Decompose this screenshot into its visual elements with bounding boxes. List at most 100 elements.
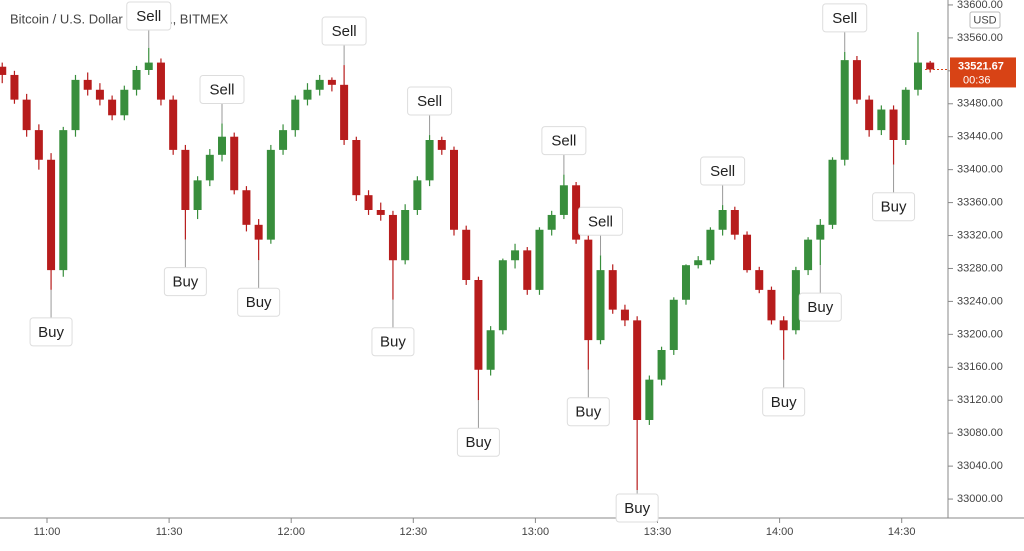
signal-label: Sell xyxy=(710,163,735,180)
candle-body xyxy=(242,190,251,225)
candle-body xyxy=(95,89,104,100)
x-tick-label: 11:30 xyxy=(156,526,183,538)
signal-label: Buy xyxy=(38,324,64,341)
candle-body xyxy=(22,99,31,131)
signal-box xyxy=(29,317,73,347)
candle-body xyxy=(315,79,324,90)
candle-body xyxy=(71,79,80,131)
last-price-box xyxy=(950,57,1016,88)
candle-body xyxy=(669,299,678,350)
candle-body xyxy=(340,84,349,140)
signal-label: Sell xyxy=(551,133,576,150)
candle-body xyxy=(218,136,227,155)
candle-body xyxy=(144,62,153,70)
candle-body xyxy=(572,185,581,240)
signal-label: Buy xyxy=(246,294,272,311)
signal-label: Sell xyxy=(332,23,357,40)
signal-box xyxy=(371,327,415,357)
y-tick-label: 33480.00 xyxy=(957,98,1003,110)
signal-box xyxy=(566,397,610,427)
candle-body xyxy=(108,99,117,116)
candle-body xyxy=(327,79,336,85)
signal-box xyxy=(456,427,500,457)
candle-body xyxy=(34,130,43,160)
signal-label: Sell xyxy=(588,213,613,230)
candle-body xyxy=(706,229,715,261)
candle-body xyxy=(694,260,703,266)
signal-label: Buy xyxy=(465,434,491,451)
candle-body xyxy=(559,185,568,215)
y-tick-label: 33600.00 xyxy=(957,0,1003,11)
currency-label: USD xyxy=(973,14,996,26)
signal-label: Buy xyxy=(807,299,833,316)
y-tick-label: 33280.00 xyxy=(957,262,1003,274)
x-tick-label: 12:30 xyxy=(400,526,428,538)
candle-body xyxy=(840,60,849,160)
countdown-label: 00:36 xyxy=(963,74,991,86)
candle-body xyxy=(364,195,373,210)
y-tick-label: 33560.00 xyxy=(957,32,1003,44)
signal-box xyxy=(199,75,245,105)
candle-body xyxy=(181,149,190,210)
signal-label: Buy xyxy=(380,334,406,351)
signal-box xyxy=(872,192,916,222)
candle-body xyxy=(779,320,788,331)
candle-body xyxy=(474,280,483,370)
candle-body xyxy=(486,330,495,370)
signal-label: Sell xyxy=(417,93,442,110)
candle-body xyxy=(462,229,471,280)
candle-body xyxy=(852,60,861,100)
candle-body xyxy=(266,149,275,240)
candle-body xyxy=(169,99,178,150)
signal-label: Sell xyxy=(832,10,857,27)
x-tick-label: 14:00 xyxy=(766,526,794,538)
candle-body xyxy=(828,159,837,225)
signal-box xyxy=(615,493,659,523)
candle-body xyxy=(120,89,129,116)
x-tick-label: 13:30 xyxy=(644,526,672,538)
y-tick-label: 33200.00 xyxy=(957,328,1003,340)
candle-body xyxy=(547,214,556,230)
candle-body xyxy=(352,140,361,196)
signal-box xyxy=(541,126,587,156)
candle-body xyxy=(193,180,202,210)
candle-body xyxy=(645,379,654,420)
candle-body xyxy=(816,224,825,240)
candle-body xyxy=(376,210,385,215)
y-tick-label: 33440.00 xyxy=(957,131,1003,143)
signal-box xyxy=(407,86,453,116)
candle-body xyxy=(523,250,532,290)
candle-body xyxy=(608,270,617,310)
signal-label: Sell xyxy=(210,81,235,98)
signal-box xyxy=(321,16,367,46)
candle-body xyxy=(913,62,922,90)
candle-body xyxy=(755,270,764,290)
x-tick-label: 13:00 xyxy=(522,526,550,538)
candle-body xyxy=(620,309,629,321)
signal-box xyxy=(578,206,624,236)
y-tick-label: 33000.00 xyxy=(957,493,1003,505)
candle-body xyxy=(83,79,92,90)
candle-body xyxy=(865,99,874,131)
candle-body xyxy=(657,350,666,380)
y-tick-label: 33240.00 xyxy=(957,295,1003,307)
candle-body xyxy=(633,320,642,420)
candle-body xyxy=(156,62,165,100)
candle-body xyxy=(291,99,300,131)
signal-box xyxy=(822,3,868,33)
candle-body xyxy=(804,239,813,271)
signal-label: Buy xyxy=(771,394,797,411)
candle-body xyxy=(437,140,446,150)
x-tick-label: 12:00 xyxy=(277,526,305,538)
candle-body xyxy=(681,265,690,300)
candle-body xyxy=(901,89,910,140)
candle-body xyxy=(767,289,776,321)
chart-title: Bitcoin / U.S. Dollar Index, 1, BITMEX xyxy=(10,11,229,26)
candle-body xyxy=(230,136,239,191)
candle-body xyxy=(0,66,7,75)
currency-box xyxy=(969,11,1001,29)
candle-body xyxy=(205,154,214,181)
candle-body xyxy=(791,270,800,331)
candle-body xyxy=(10,74,19,100)
candle-body xyxy=(450,149,458,230)
